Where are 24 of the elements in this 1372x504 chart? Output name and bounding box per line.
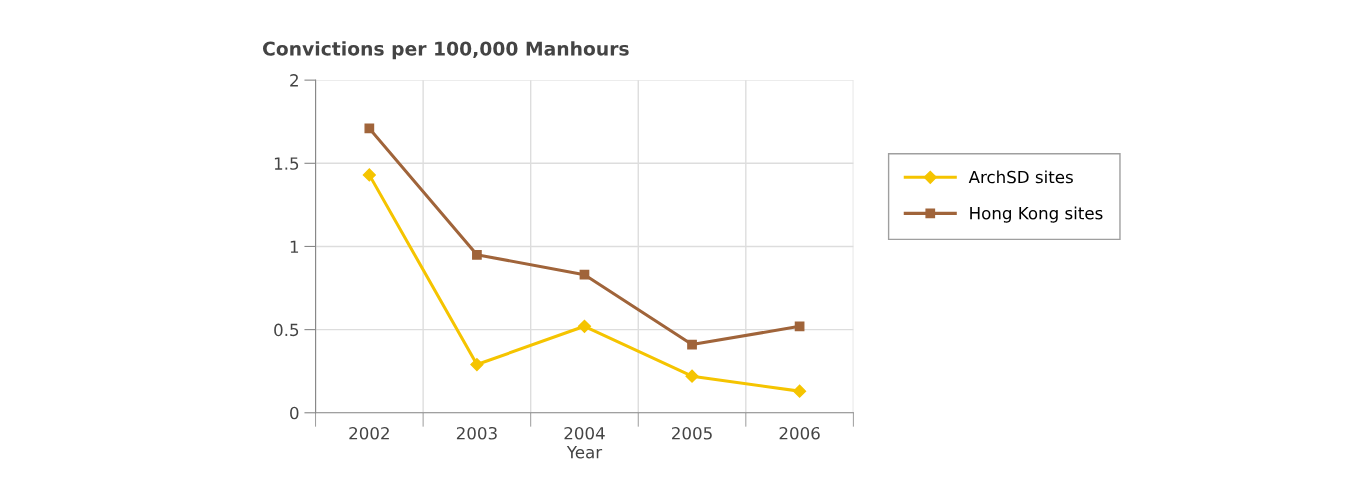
x-axis-title: Year (566, 446, 603, 459)
x-tick-label: 2004 (564, 426, 605, 440)
point (362, 168, 376, 182)
y-tick-label: 0 (290, 406, 299, 420)
point (470, 357, 484, 372)
y-tick-label: 0.5 (274, 323, 299, 337)
legend-label: Hong Kong sites (970, 206, 1103, 223)
x-tick-label: 2002 (349, 426, 389, 440)
point (577, 319, 592, 333)
point (794, 321, 805, 332)
point (687, 339, 697, 350)
x-tick-label: 2006 (779, 426, 820, 440)
point (793, 384, 807, 398)
x-tick-label: 2005 (672, 426, 712, 440)
point (579, 269, 590, 280)
x-tick-label: 2003 (456, 426, 497, 440)
legend-label: ArchSD sites (968, 170, 1073, 184)
point (685, 369, 699, 383)
y-tick-label: 1.5 (274, 157, 299, 170)
point (472, 249, 482, 260)
chart-title: Convictions per 100,000 Manhours (262, 41, 629, 60)
y-tick-label: 1 (290, 240, 299, 253)
y-tick-label: 2 (290, 74, 298, 87)
point (364, 123, 375, 134)
